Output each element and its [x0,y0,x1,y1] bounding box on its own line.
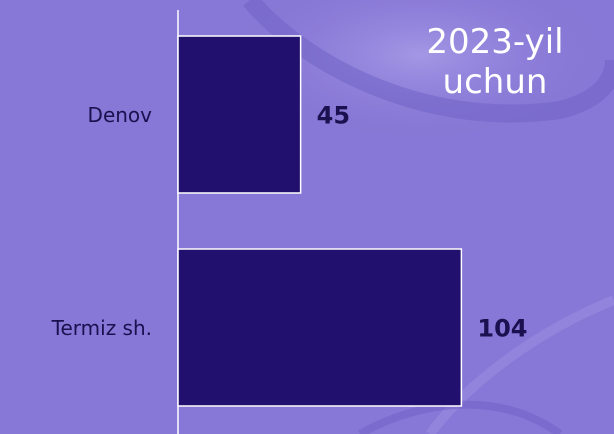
value-label: 104 [477,315,527,343]
category-label: Termiz sh. [51,316,152,340]
category-label: Denov [88,103,153,127]
bar [177,35,302,194]
value-label: 45 [317,102,350,130]
chart-title: 2023-yil uchun [426,22,564,102]
bar [177,248,463,407]
